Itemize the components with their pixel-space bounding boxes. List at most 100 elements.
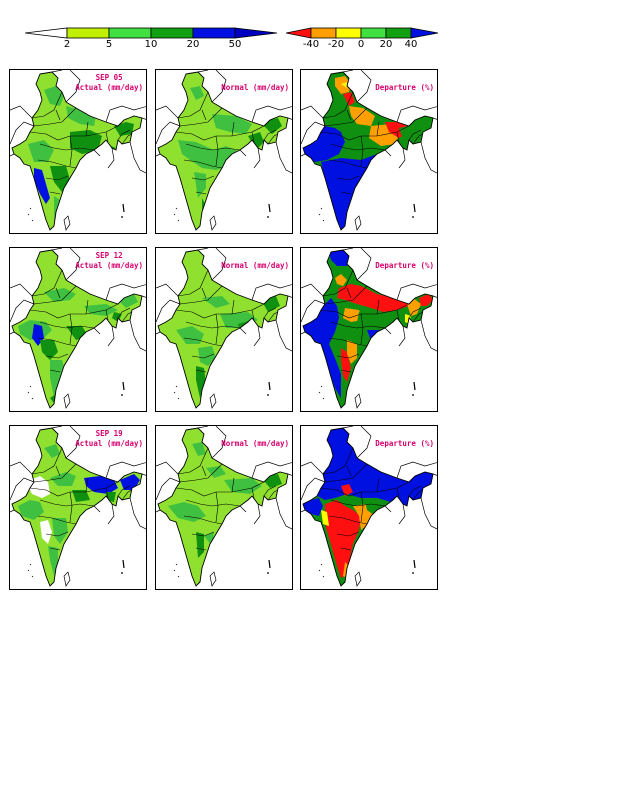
- country-border: [301, 477, 326, 501]
- country-border: [10, 283, 33, 297]
- country-border: [287, 117, 292, 120]
- rainfall-region: [34, 168, 50, 204]
- state-boundary: [45, 531, 69, 537]
- country-border: [51, 426, 63, 429]
- rainfall-bin-20-50: [192, 27, 236, 39]
- country-border: [93, 327, 101, 335]
- state-boundary: [336, 353, 360, 359]
- lakshadweep-islands: [173, 385, 180, 400]
- rainfall-region: [419, 294, 433, 306]
- country-border: [10, 509, 15, 513]
- state-boundary: [251, 131, 255, 143]
- country-border: [239, 327, 247, 335]
- sri-lanka-outline: [63, 571, 71, 587]
- country-border: [51, 248, 63, 251]
- country-border: [251, 105, 292, 123]
- state-boundary: [33, 285, 77, 305]
- state-boundary: [31, 447, 63, 475]
- country-border: [107, 147, 115, 169]
- india-map: [10, 70, 146, 231]
- state-boundary: [195, 191, 207, 195]
- lakshadweep-islands: [318, 207, 325, 222]
- country-border: [275, 497, 292, 530]
- rainfall-tick: 2: [63, 39, 71, 50]
- state-boundary: [328, 337, 368, 347]
- state-boundary: [179, 463, 223, 483]
- sri-lanka-outline: [354, 571, 362, 587]
- andaman-islands: [412, 559, 416, 574]
- panel-title: SEP 19 Actual (mm/day): [75, 429, 143, 449]
- country-border: [65, 426, 81, 459]
- country-border: [141, 473, 146, 476]
- india-map: [156, 248, 292, 409]
- rainfall-region: [325, 500, 361, 578]
- map-panel-departure-row-3: Departure (%): [300, 425, 438, 590]
- rainfall-region: [341, 348, 351, 382]
- state-boundary: [396, 131, 400, 143]
- state-boundary: [69, 313, 73, 345]
- departure-colorbar: [286, 27, 439, 39]
- country-border: [342, 426, 354, 429]
- departure-tick: -40: [302, 39, 320, 50]
- andaman-islands: [267, 559, 271, 574]
- rainfall-tick: 50: [228, 39, 242, 50]
- rainfall-region: [339, 334, 347, 344]
- state-boundary: [231, 121, 235, 137]
- country-border: [301, 461, 324, 475]
- country-border: [396, 283, 437, 301]
- panel-variable-label: Normal (mm/day): [221, 261, 289, 270]
- rainfall-region: [341, 82, 347, 88]
- state-boundary: [185, 321, 241, 329]
- departure-tick: -20: [327, 39, 345, 50]
- state-boundary: [37, 515, 77, 525]
- state-boundary: [360, 135, 364, 167]
- rainfall-region: [343, 92, 355, 106]
- state-boundary: [360, 491, 364, 523]
- state-boundary: [39, 499, 95, 507]
- india-map: [156, 426, 292, 587]
- rainfall-legend: 2 5 10 20 50: [25, 24, 280, 54]
- rainfall-tick: 5: [105, 39, 113, 50]
- state-boundary: [346, 109, 352, 121]
- country-border: [287, 473, 292, 476]
- lakshadweep-islands: [27, 207, 34, 222]
- india-outline: [157, 249, 289, 409]
- country-border: [93, 505, 101, 513]
- country-border: [105, 283, 146, 301]
- rainfall-region: [176, 326, 204, 344]
- state-boundary: [117, 485, 131, 497]
- state-boundary: [105, 131, 109, 143]
- rainfall-region: [72, 490, 90, 502]
- rainfall-region: [206, 466, 226, 478]
- panel-date: SEP 19: [95, 429, 123, 438]
- state-boundary: [336, 531, 360, 537]
- sri-lanka-outline: [354, 215, 362, 231]
- map-panel-normal-row-1: Normal (mm/day): [155, 69, 293, 234]
- state-boundary: [336, 175, 360, 181]
- rainfall-region: [52, 518, 68, 544]
- rainfall-bin-gt50: [234, 27, 278, 39]
- panel-variable-label: Actual (mm/day): [75, 439, 143, 448]
- rainfall-region: [198, 346, 216, 366]
- country-border: [10, 461, 33, 475]
- india-outline: [302, 249, 434, 409]
- state-boundary: [33, 107, 77, 127]
- sri-lanka-outline: [354, 393, 362, 409]
- state-boundary: [340, 191, 352, 195]
- country-border: [356, 70, 372, 103]
- country-border: [93, 149, 101, 157]
- rainfall-region: [192, 442, 206, 456]
- country-border: [432, 473, 437, 476]
- country-border: [105, 105, 146, 123]
- rainfall-region: [44, 444, 60, 458]
- andaman-islands: [412, 381, 416, 396]
- state-boundary: [360, 313, 364, 345]
- state-boundary: [191, 531, 215, 537]
- state-boundary: [179, 107, 223, 127]
- rainfall-region: [168, 502, 206, 522]
- andaman-islands: [121, 203, 125, 218]
- country-border: [301, 105, 324, 119]
- country-border: [65, 248, 81, 281]
- andaman-islands: [412, 203, 416, 218]
- state-boundary: [85, 477, 89, 493]
